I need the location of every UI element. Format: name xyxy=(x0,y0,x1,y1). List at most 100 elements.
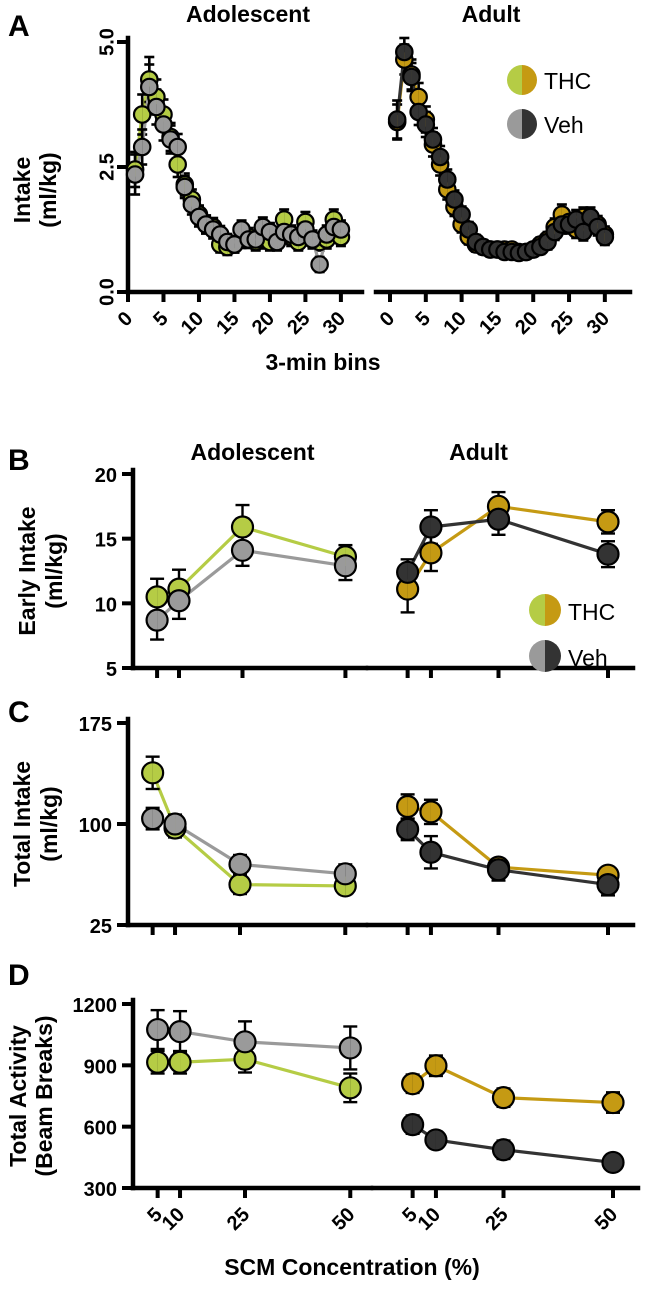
data-point-a xyxy=(445,190,464,209)
data-line-B-thc xyxy=(156,525,346,599)
ylabel-B: Early Intake (ml/kg) xyxy=(14,506,67,635)
marker-outline xyxy=(147,97,166,117)
data-point-D xyxy=(168,1050,192,1074)
legend-swatch-right-thc xyxy=(522,65,537,95)
x-tick-label-D: 50 xyxy=(328,1204,359,1235)
marker-outline xyxy=(175,177,195,197)
marker-outline xyxy=(437,170,457,189)
ylabel-B-line2: (ml/kg) xyxy=(41,533,67,608)
marker-outline xyxy=(401,1072,425,1096)
marker-outline xyxy=(452,205,471,224)
ylabel-B-line1: Early Intake xyxy=(14,506,40,635)
y-tick-label-B: 20 xyxy=(95,465,117,487)
marker-outline xyxy=(145,608,169,632)
x-tick-label-D: 10 xyxy=(158,1204,189,1235)
data-point-a xyxy=(246,230,266,249)
marker-outline xyxy=(338,1076,362,1100)
marker-outline xyxy=(145,585,169,609)
panel-title-adolescent-a: Adolescent xyxy=(186,1,310,27)
x-tick-text-a: 25 xyxy=(547,308,578,339)
ylabel-C-line2: (ml/kg) xyxy=(36,786,62,861)
x-tick-text-D: 50 xyxy=(328,1204,359,1235)
data-point-D xyxy=(601,1150,625,1175)
marker-outline xyxy=(395,42,414,62)
x-tick-label-a-right: 30 xyxy=(583,308,614,339)
marker-outline xyxy=(445,190,464,209)
data-point-a xyxy=(168,155,187,174)
data-point-C xyxy=(333,862,357,886)
data-point-D xyxy=(424,1054,448,1078)
x-tick-text-a: 25 xyxy=(283,308,314,339)
panel-title-adolescent-B: Adolescent xyxy=(191,439,315,465)
x-tick-text-a: 0 xyxy=(376,308,399,331)
y-tick-label-B: 10 xyxy=(95,594,117,616)
legend-swatch-right-b-veh xyxy=(545,640,561,672)
x-tick-text-a: 10 xyxy=(439,308,470,339)
markers-D-thc xyxy=(401,1054,625,1115)
marker-outline xyxy=(601,1150,625,1175)
marker-outline xyxy=(228,852,252,877)
marker-outline xyxy=(125,165,145,184)
series-group-D-adolescent xyxy=(146,1008,362,1104)
ylabel-a: Intake (ml/kg) xyxy=(9,152,61,227)
marker-outline xyxy=(601,1090,625,1115)
y-tick-label-a: 0.0 xyxy=(96,278,118,306)
legend-label-b-thc: THC xyxy=(568,599,615,625)
marker-outline xyxy=(401,1113,425,1137)
data-point-C xyxy=(141,761,165,785)
ylabel-D-line2: (Beam Breaks) xyxy=(31,1015,57,1176)
data-point-a xyxy=(416,115,436,134)
x-tick-text-a: 5 xyxy=(149,308,172,331)
data-point-a xyxy=(395,42,414,62)
marker-outline xyxy=(486,507,511,531)
data-point-B xyxy=(230,515,255,539)
legend-swatch-left-thc xyxy=(507,65,522,95)
x-tick-label-a-left: 15 xyxy=(212,308,243,339)
legend-swatch-right-veh xyxy=(522,109,537,139)
y-tick-label-D: 900 xyxy=(84,1056,117,1078)
data-point-D xyxy=(338,1036,362,1060)
x-tick-label-a-right: 25 xyxy=(547,308,578,339)
x-tick-label-a-left: 0 xyxy=(114,308,137,331)
data-point-D xyxy=(601,1090,625,1115)
panel-letter-B: B xyxy=(8,444,30,477)
y-tick-label-D: 300 xyxy=(84,1179,117,1201)
marker-outline xyxy=(387,110,407,129)
data-point-B xyxy=(145,585,169,609)
x-tick-label-a-right: 10 xyxy=(439,308,470,339)
data-point-D xyxy=(401,1113,425,1137)
data-point-C xyxy=(141,807,165,831)
panel-letter-A: A xyxy=(8,10,30,43)
x-tick-label-a-right: 15 xyxy=(475,308,506,339)
marker-outline xyxy=(167,589,191,613)
marker-outline xyxy=(168,155,187,174)
series-group-a-adolescent xyxy=(125,55,351,274)
marker-outline xyxy=(596,510,620,534)
markers-a-veh xyxy=(125,77,351,274)
marker-outline xyxy=(163,812,187,836)
marker-outline xyxy=(596,542,620,566)
data-point-D xyxy=(338,1076,362,1100)
data-point-B xyxy=(419,541,443,565)
data-point-a xyxy=(168,137,187,157)
data-point-D xyxy=(233,1047,257,1071)
data-point-D xyxy=(233,1030,257,1054)
x-tick-label-D: 50 xyxy=(591,1204,622,1235)
data-point-a xyxy=(139,77,159,97)
data-point-a xyxy=(402,67,421,87)
data-line-C-thc xyxy=(407,804,609,877)
marker-outline xyxy=(168,1050,192,1074)
legend-label-b-veh: Veh xyxy=(568,645,608,671)
ylabel-C: Total Intake (ml/kg) xyxy=(9,761,62,887)
x-tick-text-a: 0 xyxy=(114,308,137,331)
ylabel-a-line2: (ml/kg) xyxy=(35,152,61,227)
markers-B-veh xyxy=(145,538,358,632)
marker-outline xyxy=(168,137,187,157)
data-point-D xyxy=(491,1086,516,1110)
marker-outline xyxy=(424,1128,448,1152)
y-tick-text-a: 5.0 xyxy=(96,28,118,56)
marker-outline xyxy=(333,862,357,886)
